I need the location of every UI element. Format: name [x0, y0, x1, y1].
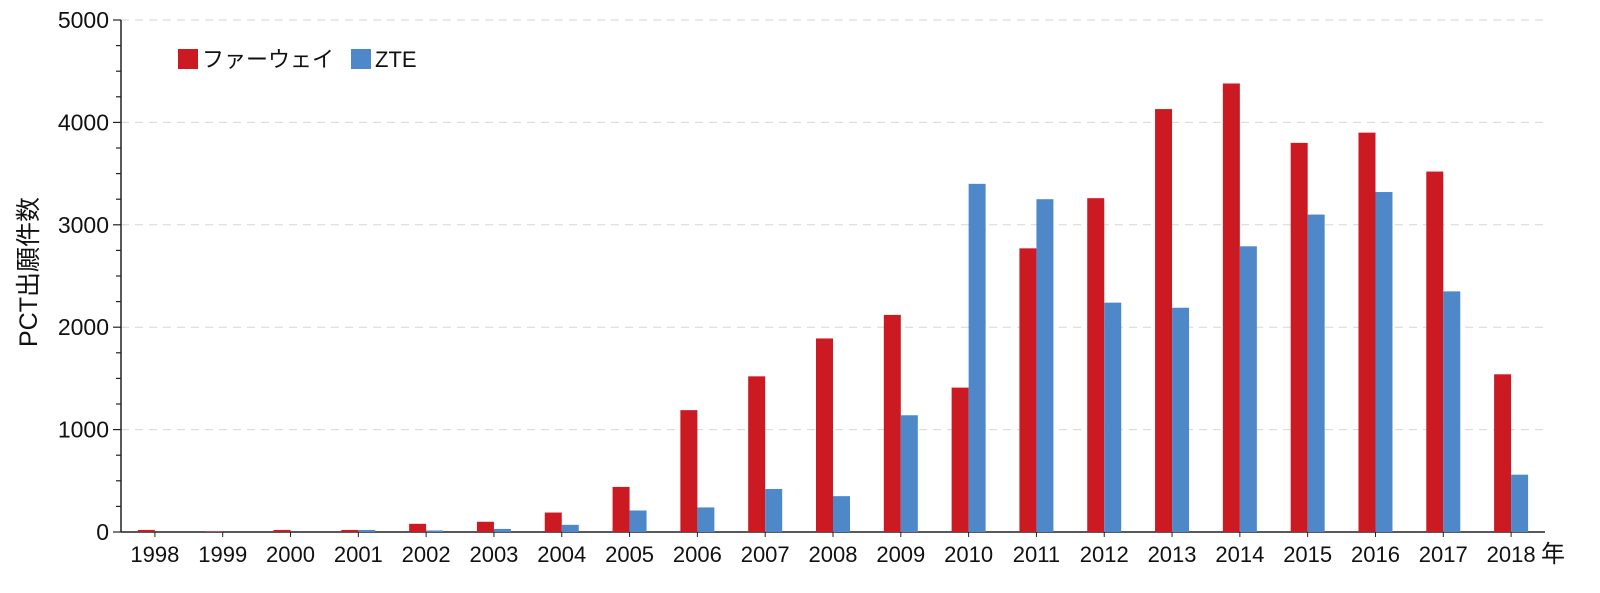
bar-huawei-2015: [1290, 142, 1308, 532]
y-tick-label: 3000: [58, 212, 109, 238]
x-tick-label: 2016: [1351, 542, 1400, 567]
y-tick-label: 0: [96, 519, 109, 545]
bar-huawei-2006: [680, 410, 698, 532]
bar-zte-2018: [1511, 474, 1529, 532]
x-tick-label: 1998: [130, 542, 179, 567]
bar-zte-2012: [1104, 302, 1122, 532]
x-tick-label: 2006: [673, 542, 722, 567]
y-axis-label: PCT出願件数: [15, 197, 43, 347]
bar-zte-2005: [629, 510, 647, 532]
y-tick-label: 5000: [58, 7, 109, 33]
bar-huawei-2001: [341, 529, 359, 532]
bar-huawei-2007: [748, 376, 766, 532]
y-tick-label: 4000: [58, 109, 109, 135]
y-tick-label: 1000: [58, 417, 109, 443]
x-tick-label: 2001: [334, 542, 383, 567]
bar-huawei-2016: [1358, 132, 1376, 532]
x-tick-label: 2002: [402, 542, 451, 567]
bar-zte-2001: [358, 529, 376, 532]
legend-label-zte: ZTE: [375, 47, 417, 72]
x-tick-label: 2014: [1215, 542, 1264, 567]
bar-huawei-1999: [205, 531, 223, 532]
x-axis-unit-label: 年: [1541, 541, 1565, 568]
bar-huawei-2017: [1426, 171, 1444, 533]
bar-huawei-2008: [816, 338, 833, 532]
x-tick-label: 1999: [198, 542, 247, 567]
legend-swatch-huawei: [178, 49, 198, 69]
x-tick-label: 2010: [944, 542, 993, 567]
legend-label-huawei: ファーウェイ: [202, 47, 334, 72]
bar-zte-2011: [1036, 199, 1054, 532]
x-tick-label: 2017: [1419, 542, 1468, 567]
x-tick-label: 2012: [1080, 542, 1129, 567]
bar-huawei-2011: [1019, 248, 1037, 532]
bar-zte-2003: [493, 528, 511, 532]
bar-huawei-2004: [544, 512, 562, 532]
legend: ファーウェイ ZTE: [178, 47, 417, 72]
bar-zte-2008: [833, 496, 850, 532]
bar-zte-2004: [561, 524, 579, 532]
x-tick-label: 2011: [1013, 542, 1060, 567]
bar-zte-2007: [765, 488, 783, 532]
x-tick-label: 2007: [741, 542, 790, 567]
bar-zte-2017: [1443, 291, 1461, 532]
bar-huawei-1998: [137, 529, 155, 532]
x-tick-label: 2008: [809, 542, 858, 567]
x-tick-label: 2000: [266, 542, 315, 567]
bars: [137, 83, 1529, 533]
bar-huawei-2003: [476, 521, 494, 532]
y-tick-label: 2000: [58, 314, 109, 340]
x-tick-label: 2004: [537, 542, 586, 567]
x-tick-label: 2018: [1487, 542, 1536, 567]
bar-zte-2015: [1307, 214, 1325, 532]
bar-huawei-2009: [883, 314, 901, 532]
bar-huawei-2012: [1087, 198, 1105, 532]
x-tick-label: 2009: [876, 542, 925, 567]
x-tick-label: 2003: [469, 542, 518, 567]
bar-huawei-2000: [273, 529, 291, 532]
bar-huawei-2018: [1494, 374, 1512, 532]
bar-huawei-2014: [1222, 83, 1240, 533]
bar-zte-2009: [900, 415, 918, 532]
bar-zte-2006: [697, 507, 715, 532]
bar-zte-2013: [1172, 307, 1190, 532]
x-tick-label: 2015: [1283, 542, 1332, 567]
bar-zte-2002: [426, 530, 444, 532]
bar-huawei-2010: [951, 387, 969, 532]
tick-labels: 0 1000 2000 3000 4000 5000 1998 1999 2000 2001 200…: [58, 7, 1536, 567]
legend-swatch-zte: [351, 49, 371, 69]
x-tick-label: 2013: [1148, 542, 1197, 567]
bar-huawei-2005: [612, 486, 630, 532]
bar-zte-2014: [1239, 246, 1257, 533]
bar-huawei-2013: [1155, 109, 1173, 532]
bar-huawei-2002: [409, 523, 427, 532]
x-tick-label: 2005: [605, 542, 654, 567]
bar-zte-2010: [968, 183, 986, 532]
bar-zte-2016: [1375, 192, 1393, 532]
